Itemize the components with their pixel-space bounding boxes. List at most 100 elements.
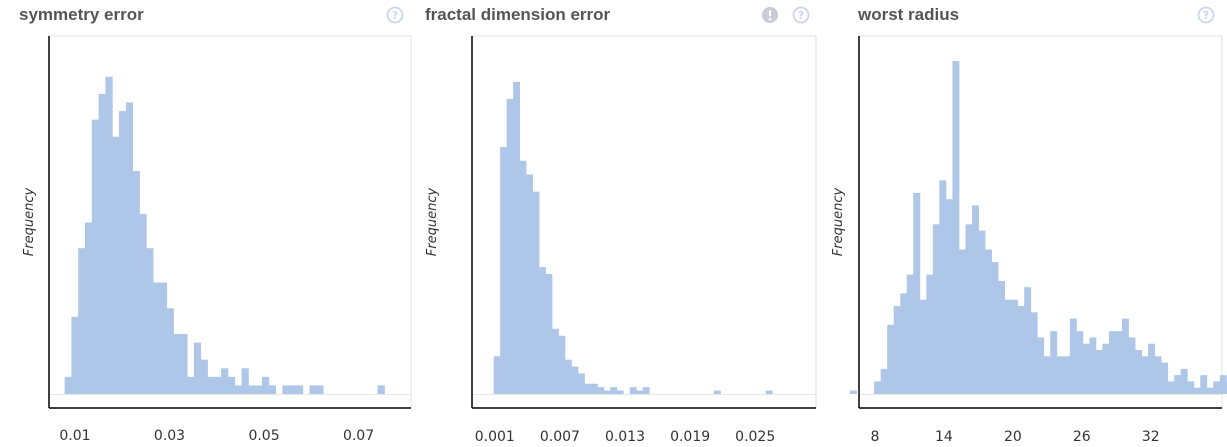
- histogram-bar: [958, 249, 966, 394]
- histogram-bar: [493, 356, 501, 394]
- histogram-chart: Frequency 0.001 0.007 0.013 0.019 0.025: [425, 35, 857, 445]
- histogram-bar: [64, 376, 72, 394]
- histogram-bar: [952, 60, 960, 395]
- histogram-bar: [1076, 331, 1084, 394]
- histogram-bar: [173, 333, 181, 394]
- chart-panel-fractal-dimension-error: fractal dimension error ? Frequency 0.001…: [424, 0, 857, 447]
- x-tick-label: 0.03: [154, 428, 185, 444]
- histogram-bar: [221, 368, 229, 394]
- histogram-bar: [309, 385, 317, 394]
- histogram-bar: [713, 390, 721, 394]
- x-tick-label: 0.019: [670, 429, 710, 445]
- histogram-bar: [900, 293, 908, 394]
- histogram-bar: [519, 160, 527, 394]
- histogram-bar: [248, 385, 256, 394]
- histogram-bar: [545, 273, 553, 394]
- histogram-bar: [295, 385, 304, 394]
- histogram-chart: Frequency 0.01 0.03 0.05 0.07: [22, 35, 412, 444]
- histogram-bar: [1206, 387, 1214, 394]
- histogram-bar: [642, 387, 650, 394]
- histogram-bar: [146, 248, 154, 394]
- histogram-bar: [78, 248, 86, 394]
- x-tick-label: 0.05: [248, 428, 279, 444]
- chart-panel-worst-radius: worst radius ? Frequency 8 14 20 26 32: [830, 0, 1227, 447]
- histogram-chart: Frequency 8 14 20 26 32: [831, 35, 1227, 445]
- x-tick-label: 0.01: [59, 428, 90, 444]
- histogram-bar: [241, 368, 249, 394]
- histogram-bar: [558, 335, 566, 394]
- histogram-bar: [850, 390, 857, 394]
- histogram-bar: [603, 390, 611, 394]
- histogram-bar: [880, 368, 888, 394]
- help-icon[interactable]: ?: [1197, 6, 1215, 24]
- histogram-bar: [1050, 331, 1058, 394]
- histogram-bar: [887, 324, 895, 394]
- histogram-bar: [1115, 331, 1123, 394]
- svg-text:?: ?: [1203, 9, 1209, 22]
- histogram-bar: [978, 230, 986, 394]
- histogram-bar: [1069, 318, 1077, 394]
- y-axis-label: Frequency: [425, 187, 440, 256]
- histogram-bar: [316, 385, 324, 394]
- histogram-bar: [610, 387, 618, 394]
- histogram-bar: [1135, 350, 1142, 394]
- histogram-bar: [500, 147, 508, 394]
- histogram-bar: [526, 174, 533, 394]
- svg-text:?: ?: [798, 9, 804, 22]
- chart-title: symmetry error: [19, 5, 144, 24]
- histogram-bar: [945, 199, 953, 394]
- histogram-bar: [552, 328, 559, 394]
- histogram-bar: [377, 385, 385, 394]
- histogram-bar: [506, 99, 514, 395]
- histogram-bar: [91, 119, 100, 394]
- help-icon[interactable]: ?: [792, 6, 810, 24]
- histogram-bar: [874, 381, 882, 394]
- histogram-bar: [1187, 381, 1195, 394]
- histogram-bar: [597, 387, 605, 394]
- histogram-bar: [98, 93, 106, 395]
- x-tick-label: 0.001: [475, 429, 515, 445]
- histogram-bar: [972, 205, 979, 394]
- histogram-bar: [200, 359, 208, 394]
- y-axis-label: Frequency: [831, 187, 846, 256]
- histogram-bar: [1219, 375, 1227, 394]
- histogram-bar: [1141, 356, 1149, 394]
- histogram-bar: [1122, 318, 1129, 394]
- help-icon[interactable]: ?: [386, 6, 404, 24]
- chart-title: fractal dimension error: [425, 5, 611, 24]
- histogram-bar: [159, 282, 168, 394]
- svg-text:?: ?: [392, 9, 398, 22]
- histogram-bar: [214, 376, 222, 394]
- histogram-bar: [132, 171, 140, 394]
- x-tick-label: 0.007: [540, 429, 580, 445]
- histogram-bar: [932, 224, 940, 394]
- histogram-bar: [1082, 343, 1090, 394]
- histogram-bar: [1043, 356, 1051, 394]
- histogram-bar: [1128, 337, 1136, 394]
- histogram-bar: [193, 342, 202, 394]
- histogram-bar: [1213, 381, 1221, 394]
- histogram-bar: [1089, 337, 1097, 394]
- histogram-bar: [1161, 362, 1169, 394]
- histogram-bar: [1148, 343, 1156, 394]
- histogram-bar: [180, 333, 188, 394]
- histogram-bar: [1174, 375, 1182, 394]
- histogram-bar: [1037, 337, 1045, 394]
- histogram-bar: [991, 262, 999, 394]
- histogram-bar: [513, 81, 521, 395]
- histogram-bar: [289, 385, 297, 394]
- x-tick-label: 8: [871, 429, 880, 445]
- histogram-bar: [1024, 287, 1032, 394]
- histogram-bar: [282, 385, 290, 394]
- histogram-bar: [1004, 299, 1012, 394]
- histogram-bar: [187, 376, 195, 394]
- histogram-bar: [1154, 356, 1162, 394]
- histogram-bar: [255, 385, 263, 394]
- histogram-bar: [1011, 299, 1019, 394]
- histogram-bar: [1063, 356, 1071, 394]
- histogram-bar: [616, 390, 624, 394]
- histogram-bar: [234, 385, 242, 394]
- histogram-bar: [166, 308, 174, 394]
- warning-icon[interactable]: [761, 6, 779, 24]
- histogram-bar: [985, 249, 992, 394]
